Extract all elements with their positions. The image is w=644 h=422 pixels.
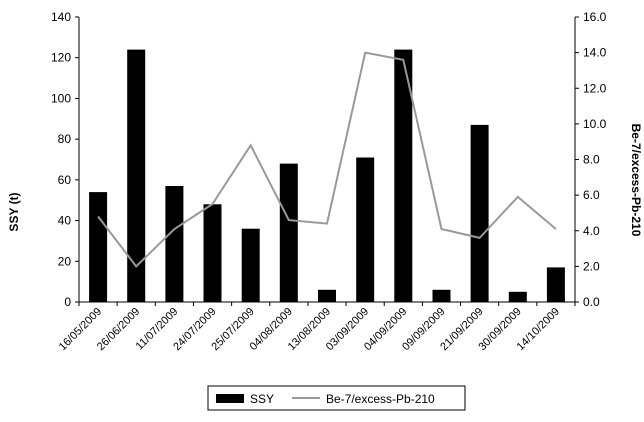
ssy-bar [318, 289, 336, 302]
ssy-bar [89, 192, 108, 302]
ssy-bar [394, 49, 413, 302]
ssy-bar [241, 228, 260, 302]
ratio-series-line [97, 51, 557, 268]
y-tick-label: 0 [64, 295, 71, 309]
ssy-bar [356, 157, 375, 302]
legend-box [207, 385, 466, 411]
ssy-bar [203, 204, 222, 302]
y-tick-label: 20 [58, 254, 72, 268]
y-tick-label: 120 [51, 51, 71, 65]
y2-tick-label: 12.0 [583, 81, 607, 95]
y2-tick-label: 6.0 [583, 188, 600, 202]
y-tick-label: 100 [51, 91, 71, 105]
legend-label-ratio: Be-7/excess-Pb-210 [326, 392, 435, 406]
y-tick-label: 80 [58, 132, 72, 146]
line-layer [97, 51, 557, 268]
ssy-bar [546, 267, 565, 302]
ssy-bar [470, 124, 489, 303]
y2-tick-label: 4.0 [583, 224, 600, 238]
y2-tick-label: 8.0 [583, 153, 600, 167]
legend-label-ssy: SSY [250, 392, 274, 406]
y-axis-label: SSY (t) [7, 192, 21, 231]
y2-tick-label: 14.0 [583, 46, 607, 60]
ssy-bar [127, 49, 146, 302]
legend: SSY Be-7/excess-Pb-210 [207, 385, 466, 411]
y2-tick-label: 2.0 [583, 259, 600, 273]
y2-axis-label: Be-7/excess-Pb-210 [629, 124, 643, 237]
ssy-bar [165, 186, 184, 302]
bars-layer [89, 49, 565, 303]
y2-tick-label: 0.0 [583, 295, 600, 309]
y2-tick-label: 16.0 [583, 10, 607, 24]
ssy-bar [508, 291, 527, 302]
ssy-bar [432, 289, 451, 302]
y-tick-label: 140 [51, 10, 71, 24]
y-tick-label: 60 [58, 173, 72, 187]
y-tick-label: 40 [58, 214, 72, 228]
legend-swatch-ssy [216, 394, 244, 403]
ssy-bar [279, 163, 298, 302]
y2-tick-label: 10.0 [583, 117, 607, 131]
